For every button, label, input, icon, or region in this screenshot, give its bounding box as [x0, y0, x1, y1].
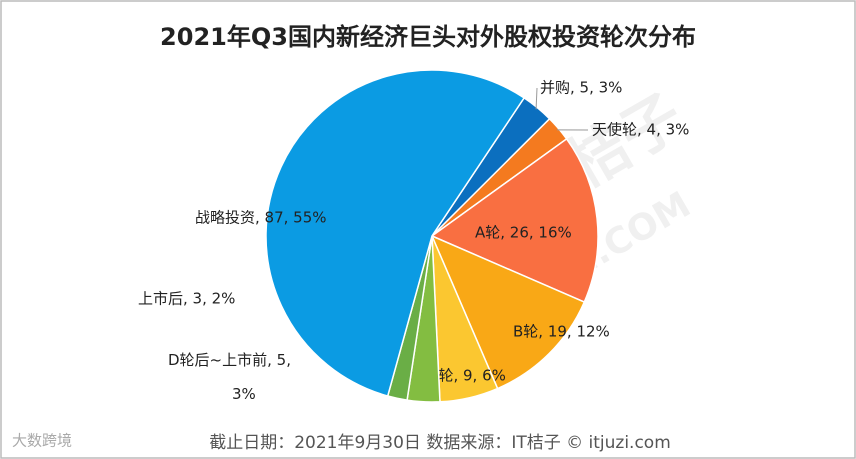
leader-line — [535, 87, 538, 110]
data-label: 并购, 5, 3% — [540, 79, 622, 97]
data-label: D轮后~上市前, 5, 3% — [168, 351, 291, 403]
pie-slice — [430, 234, 586, 390]
data-label: 天使轮, 4, 3% — [592, 121, 689, 139]
data-label: B轮, 19, 12% — [513, 323, 610, 341]
chart-title: 2021年Q3国内新经济巨头对外股权投资轮次分布 — [160, 23, 696, 51]
footer: 截止日期：2021年9月30日 数据来源：IT桔子 © itjuzi.com — [209, 433, 671, 453]
pie-slice — [265, 69, 526, 397]
pie: 并购, 5, 3% 天使轮, 4, 3% A轮, 26, 16% B轮, 19, 12… — [138, 69, 689, 403]
pie-slice — [430, 137, 599, 304]
corner-watermark: 大数跨境 — [12, 432, 72, 450]
data-label: A轮, 26, 16% — [475, 224, 572, 242]
data-label: C轮, 9, 6% — [428, 367, 506, 385]
data-label: 战略投资, 87, 55% — [195, 209, 327, 227]
data-label: 上市后, 3, 2% — [138, 290, 235, 308]
